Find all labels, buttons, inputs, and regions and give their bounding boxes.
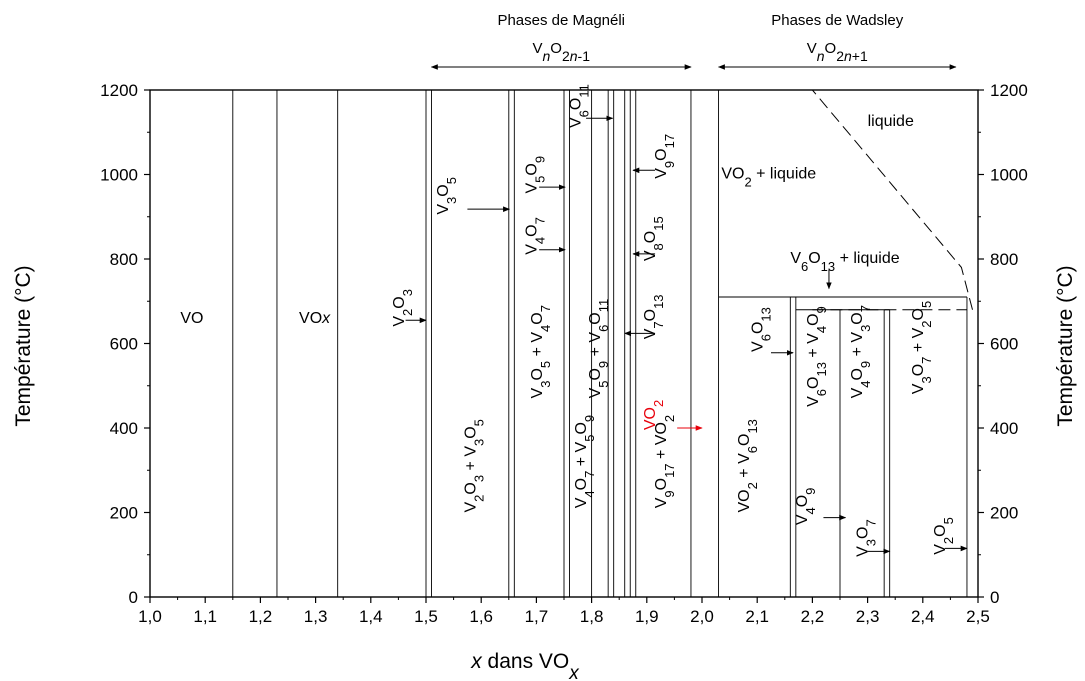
y-tick-label-right: 1200 <box>990 81 1028 100</box>
phase-label-v9o17-vo2: V9O17 + VO2 <box>653 415 677 508</box>
series-header-name: Phases de Wadsley <box>771 12 904 29</box>
phase-label-vo2: VO2 <box>642 400 666 430</box>
series-header-formula: VnO2n+1 <box>807 40 868 64</box>
x-tick-label: 2,4 <box>911 607 935 626</box>
x-tick-label: 1,3 <box>304 607 328 626</box>
phase-label-liquide: liquide <box>868 113 914 130</box>
x-tick-label: 2,0 <box>690 607 714 626</box>
label-arrows <box>405 115 968 555</box>
x-tick-label: 2,5 <box>966 607 990 626</box>
phase-label-vo: VO <box>180 310 203 327</box>
y-axis-ticks: 0 0 200 200 400 400 600 600 800 800 1000 1000 1200 12… <box>100 81 1028 607</box>
y-axis-title-left: Température (°C) <box>12 265 35 426</box>
y-tick-label-left: 1200 <box>100 81 138 100</box>
y-tick-label-right: 400 <box>990 419 1018 438</box>
y-tick-label-right: 0 <box>990 588 999 607</box>
phase-label-v4o9: V4O9 <box>794 488 818 526</box>
phase-label-v6o13: V6O13 <box>750 307 774 352</box>
x-tick-label: 1,1 <box>193 607 217 626</box>
y-tick-label-right: 600 <box>990 335 1018 354</box>
phase-label-v4o9-v3o7: V4O9 + V3O7 <box>849 305 873 398</box>
x-tick-label: 1,5 <box>414 607 438 626</box>
phase-label-v7o13: V7O13 <box>642 294 666 339</box>
x-tick-label: 1,9 <box>635 607 659 626</box>
x-tick-label: 1,4 <box>359 607 383 626</box>
y-tick-label-right: 800 <box>990 250 1018 269</box>
y-tick-label-right: 1000 <box>990 166 1028 185</box>
phase-label-v6o11: V6O11 <box>568 84 592 128</box>
series-header-name: Phases de Magnéli <box>497 12 625 29</box>
y-tick-label-right: 200 <box>990 504 1018 523</box>
phase-label-v3o7-v2o5: V3O7 + V2O5 <box>910 301 934 394</box>
phase-label-vo2-liq: VO2 + liquide <box>721 166 816 190</box>
phase-boundaries <box>718 89 973 311</box>
x-axis-ticks: 1,0 1,1 1,2 1,3 1,4 1,5 1,6 1,7 1,8 1,9 2,0 2,1 2,2 2… <box>138 597 990 626</box>
phase-label-v5o9-v6o11: V5O9 + V6O11 <box>587 299 611 399</box>
phase-label-v4o7: V4O7 <box>523 217 547 255</box>
phase-label-vox: VOx <box>299 310 331 327</box>
series-headers: Phases de Magnéli VnO2n-1 Phases de Wadsle… <box>430 12 957 70</box>
phase-label-v3o7: V3O7 <box>855 519 879 557</box>
x-tick-label: 1,2 <box>249 607 273 626</box>
series-header-formula: VnO2n-1 <box>532 40 590 64</box>
phase-label-vo2-v6o13: VO2 + V6O13 <box>736 419 760 512</box>
x-tick-label: 1,8 <box>580 607 604 626</box>
phase-label-v2o3-v3o5: V2O3 + V3O5 <box>463 419 487 512</box>
phase-label-v2o3: V2O3 <box>391 289 415 327</box>
x-tick-label: 2,3 <box>856 607 880 626</box>
x-tick-label: 1,7 <box>525 607 549 626</box>
y-tick-label-left: 800 <box>110 250 138 269</box>
phase-label-v5o9: V5O9 <box>523 156 547 194</box>
x-axis-title: x dans VOx <box>470 650 580 681</box>
y-tick-label-left: 400 <box>110 419 138 438</box>
phase-labels: VO VOx V2O3 V3O5 V4O7 V5O9 V6O11 V9O17 V8O15 V7O1… <box>180 84 955 557</box>
y-tick-label-left: 200 <box>110 504 138 523</box>
y-tick-label-left: 1000 <box>100 166 138 185</box>
x-tick-label: 1,0 <box>138 607 162 626</box>
phase-label-v4o7-v5o9: V4O7 + V5O9 <box>573 415 597 508</box>
x-tick-label: 2,1 <box>745 607 769 626</box>
phase-boundary-dashed <box>812 89 973 310</box>
phase-label-v9o17: V9O17 <box>653 134 677 179</box>
phase-label-v3o5: V3O5 <box>435 177 459 215</box>
x-tick-label: 2,2 <box>801 607 825 626</box>
phase-label-v6o13-v4o9: V6O13 + V4O9 <box>805 306 829 407</box>
y-axis-title-right: Température (°C) <box>1054 265 1077 426</box>
y-tick-label-left: 600 <box>110 335 138 354</box>
y-tick-label-left: 0 <box>129 588 138 607</box>
x-tick-label: 1,6 <box>469 607 493 626</box>
phase-label-v2o5: V2O5 <box>932 517 956 555</box>
phase-label-v3o5-v4o7: V3O5 + V4O7 <box>529 305 553 398</box>
phase-label-v8o15: V8O15 <box>642 216 666 261</box>
phase-label-v6o13-liq: V6O13 + liquide <box>790 250 899 274</box>
